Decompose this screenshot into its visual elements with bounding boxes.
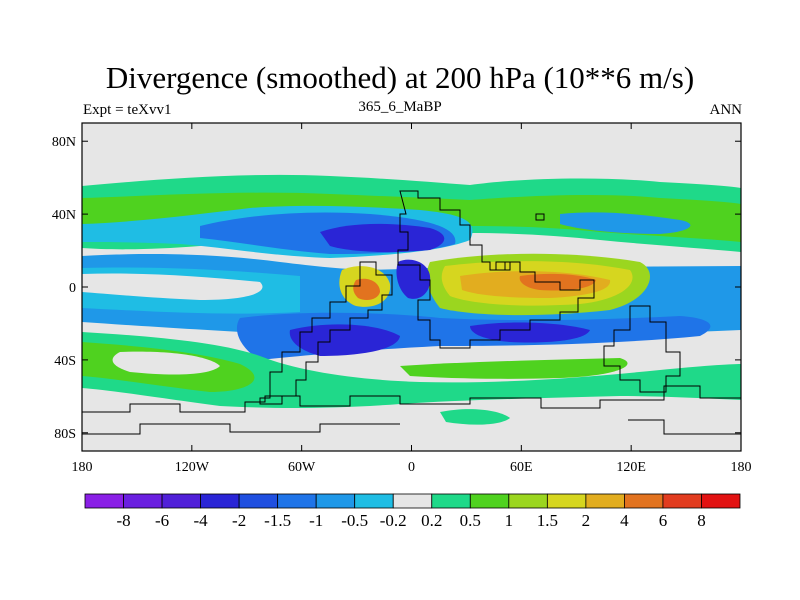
- field-northeast-blue: [560, 212, 691, 234]
- colorbar-label: -8: [116, 511, 130, 530]
- coastline-eurasia-africa: [397, 190, 595, 349]
- colorbar-swatch: [200, 493, 240, 509]
- lon-tick-label: 120W: [175, 460, 210, 475]
- colorbar-label: 1.5: [537, 511, 558, 530]
- colorbar-labels: -8 -6 -4 -2 -1.5 -1 -0.5 -0.2 0.2 0.5 1 1.5 2 4 6 8: [116, 511, 705, 530]
- lat-tick-label: 0: [69, 281, 76, 296]
- colorbar-swatch: [354, 493, 394, 509]
- field-equatorial-gap: [82, 273, 263, 300]
- colorbar-swatch: [123, 493, 163, 509]
- lon-tick-label: 180: [731, 460, 752, 475]
- colorbar-swatch: [508, 493, 548, 509]
- colorbar-swatch: [84, 493, 124, 509]
- colorbar-label: 8: [697, 511, 706, 530]
- divergence-field: [82, 174, 741, 425]
- colorbar-swatch: [238, 493, 279, 509]
- colorbar-label: -0.5: [341, 511, 368, 530]
- coastline-antarctica-north: [82, 385, 741, 413]
- colorbar-label: -2: [232, 511, 246, 530]
- coastline-caspian: [535, 213, 545, 221]
- colorbar-label: 0.2: [421, 511, 442, 530]
- colorbar-swatch: [315, 493, 356, 509]
- lat-tick-label: 80S: [54, 427, 76, 442]
- coastlines: [82, 190, 741, 435]
- colorbar: [84, 493, 741, 509]
- season-label: ANN: [709, 102, 743, 118]
- field-south-blue-core: [289, 324, 400, 356]
- colorbar-label: -4: [194, 511, 209, 530]
- coastline-antarctica-east: [628, 419, 741, 435]
- coastline-antarctica-inner: [82, 423, 400, 435]
- colorbar-swatch: [469, 493, 510, 509]
- colorbar-label: -1: [309, 511, 323, 530]
- colorbar-swatch: [431, 493, 471, 509]
- lon-tick-label: 0: [408, 460, 415, 475]
- field-guinea-blue: [396, 259, 431, 299]
- field-north-blue-core: [320, 223, 445, 253]
- colorbar-swatch: [161, 493, 201, 509]
- lon-tick-label: 120E: [616, 460, 646, 475]
- colorbar-label: 6: [659, 511, 668, 530]
- colorbar-label: -0.2: [380, 511, 407, 530]
- coastline-australia: [603, 305, 681, 393]
- lat-tick-label: 40N: [52, 208, 76, 223]
- coastline-lake: [495, 261, 511, 271]
- colorbar-label: -6: [155, 511, 169, 530]
- lat-tick-label: 40S: [54, 354, 76, 369]
- colorbar-swatch: [701, 493, 741, 509]
- lat-tick-label: 80N: [52, 135, 76, 150]
- colorbar-swatch: [277, 493, 317, 509]
- colorbar-label: -1.5: [264, 511, 291, 530]
- lon-tick-label: 60W: [288, 460, 316, 475]
- colorbar-label: 2: [582, 511, 591, 530]
- experiment-label: Expt = teXvv1: [83, 102, 172, 118]
- field-south-gap-west: [112, 351, 220, 375]
- colorbar-swatch: [585, 493, 625, 509]
- colorbar-label: 0.5: [460, 511, 481, 530]
- colorbar-swatch: [624, 493, 664, 509]
- colorbar-label: 1: [505, 511, 514, 530]
- lon-tick-label: 60E: [510, 460, 533, 475]
- colorbar-swatch: [662, 493, 702, 509]
- colorbar-swatch: [392, 493, 433, 509]
- field-south-green-east: [400, 358, 628, 379]
- plot-title: Divergence (smoothed) at 200 hPa (10**6 …: [105, 60, 695, 95]
- lon-tick-label: 180: [72, 460, 93, 475]
- colorbar-swatch: [546, 493, 587, 509]
- field-south-green-band: [82, 332, 741, 408]
- colorbar-label: 4: [620, 511, 629, 530]
- longitude-axis: 180 120W 60W 0 60E 120E 180: [72, 123, 752, 475]
- period-label: 365_6_MaBP: [358, 99, 442, 115]
- latitude-axis: 80N 40N 0 40S 80S: [52, 135, 741, 442]
- field-south-small-green: [440, 409, 510, 425]
